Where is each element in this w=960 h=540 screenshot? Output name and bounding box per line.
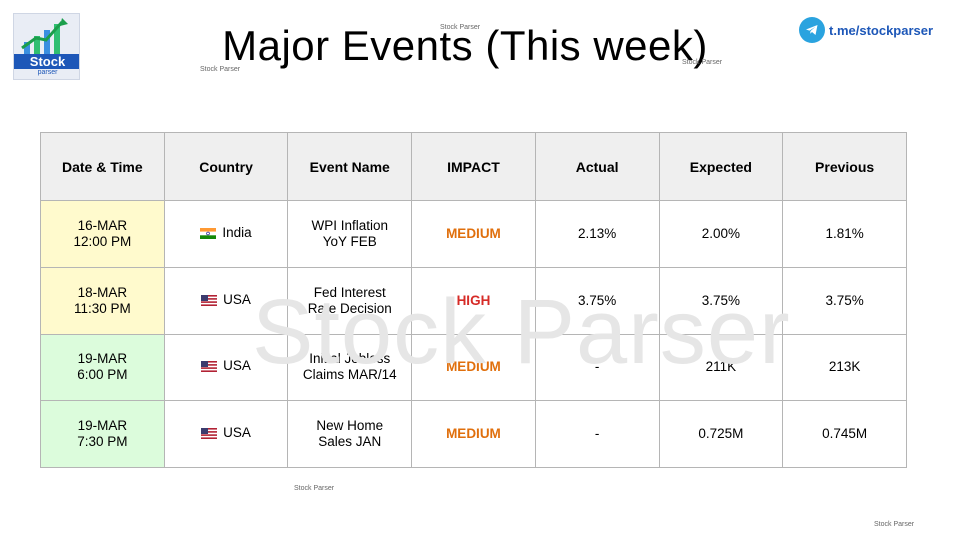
expected-cell: 2.00% [658, 200, 784, 268]
telegram-icon [799, 17, 825, 43]
event-time: 7:30 PM [77, 434, 128, 450]
table-header-row: Date & Time Country Event Name IMPACT Ac… [40, 132, 907, 201]
logo-text: Stock [14, 54, 79, 69]
event-name-cell: Initial Jobless Claims MAR/14 [287, 333, 413, 402]
event-date: 16-MAR [77, 217, 128, 233]
country-cell: India [163, 200, 289, 268]
previous-cell: 3.75% [782, 266, 907, 335]
impact-cell: HIGH [411, 266, 536, 335]
telegram-link-text[interactable]: t.me/stockparser [829, 22, 934, 38]
header-actual: Actual [534, 132, 660, 201]
impact-cell: MEDIUM [411, 333, 536, 402]
date-time-cell: 16-MAR 12:00 PM [40, 200, 165, 268]
actual-value: 2.13% [578, 225, 617, 241]
telegram-link[interactable]: t.me/stockparser [799, 17, 933, 43]
expected-cell: 3.75% [658, 266, 784, 335]
table-row: 16-MAR 12:00 PM India WPI Inflation YoY … [40, 200, 907, 268]
events-table: Date & Time Country Event Name IMPACT Ac… [40, 132, 907, 469]
event-date: 19-MAR [77, 351, 128, 367]
country-cell: USA [163, 333, 289, 402]
impact-badge: MEDIUM [446, 359, 501, 375]
country-name: India [222, 224, 252, 240]
india-flag-icon [200, 227, 217, 243]
event-date: 19-MAR [77, 418, 128, 434]
event-name-line2: Sales JAN [318, 434, 382, 450]
impact-cell: MEDIUM [411, 200, 536, 268]
country-name: USA [223, 358, 251, 374]
event-name-cell: New Home Sales JAN [287, 400, 413, 469]
previous-value: 213K [828, 359, 861, 375]
logo-subtext: parser [37, 69, 58, 76]
impact-badge: MEDIUM [446, 225, 501, 241]
event-name-cell: WPI Inflation YoY FEB [287, 200, 413, 268]
event-time: 12:00 PM [73, 233, 132, 249]
watermark-small: Stock Parser [874, 521, 915, 528]
event-date: 18-MAR [77, 284, 128, 300]
country-cell: USA [163, 400, 289, 469]
event-name-line1: Initial Jobless [309, 351, 391, 367]
actual-value: - [594, 426, 600, 442]
event-name-line1: WPI Inflation [311, 217, 388, 233]
country-name: USA [223, 425, 251, 441]
expected-cell: 211K [658, 333, 784, 402]
chart-growth-icon [21, 18, 68, 56]
impact-badge: HIGH [456, 292, 491, 308]
date-time-cell: 19-MAR 6:00 PM [40, 333, 165, 402]
actual-value: 3.75% [578, 292, 617, 308]
actual-cell: 3.75% [534, 266, 660, 335]
expected-value: 211K [705, 359, 737, 375]
actual-value: - [594, 359, 600, 375]
header-impact: IMPACT [411, 132, 536, 201]
watermark-small: Stock Parser [294, 485, 335, 492]
country-name: USA [223, 291, 251, 307]
event-name-line1: Fed Interest [313, 284, 386, 300]
header-event-name: Event Name [287, 132, 413, 201]
header-country: Country [163, 132, 289, 201]
usa-flag-icon [201, 360, 218, 376]
expected-value: 0.725M [698, 426, 744, 442]
header-date-time: Date & Time [40, 132, 165, 201]
expected-value: 2.00% [701, 225, 740, 241]
event-name-line2: YoY FEB [322, 233, 377, 249]
previous-value: 0.745M [822, 426, 868, 442]
table-row: 18-MAR 11:30 PM USA Fed Interest [40, 266, 907, 335]
impact-cell: MEDIUM [411, 400, 536, 469]
event-time: 11:30 PM [73, 300, 131, 316]
expected-cell: 0.725M [658, 400, 784, 469]
event-name-line2: Rate Decision [307, 300, 392, 316]
previous-cell: 0.745M [782, 400, 907, 469]
watermark-small: Stock Parser [682, 59, 723, 66]
stock-parser-logo: Stock parser [13, 13, 80, 80]
expected-value: 3.75% [701, 292, 740, 308]
event-name-line1: New Home [316, 418, 384, 434]
date-time-cell: 18-MAR 11:30 PM [40, 266, 165, 335]
table-row: 19-MAR 7:30 PM USA New Home Sal [40, 400, 907, 469]
event-name-line2: Claims MAR/14 [302, 367, 397, 383]
impact-badge: MEDIUM [446, 426, 501, 442]
page-title: Major Events (This week) [222, 22, 708, 69]
watermark-small: Stock Parser [200, 66, 241, 73]
previous-cell: 1.81% [782, 200, 907, 268]
watermark-small: Stock Parser [440, 24, 481, 31]
actual-cell: 2.13% [534, 200, 660, 268]
date-time-cell: 19-MAR 7:30 PM [40, 400, 165, 469]
previous-value: 1.81% [825, 225, 864, 241]
table-row: 19-MAR 6:00 PM USA Initial Jobless [40, 333, 907, 402]
actual-cell: - [534, 400, 660, 469]
usa-flag-icon [201, 294, 218, 310]
event-time: 6:00 PM [77, 367, 128, 383]
country-cell: USA [163, 266, 289, 335]
previous-value: 3.75% [825, 292, 864, 308]
previous-cell: 213K [782, 333, 907, 402]
usa-flag-icon [201, 427, 218, 443]
header-previous: Previous [782, 132, 907, 201]
event-name-cell: Fed Interest Rate Decision [287, 266, 413, 335]
actual-cell: - [534, 333, 660, 402]
header-expected: Expected [658, 132, 784, 201]
